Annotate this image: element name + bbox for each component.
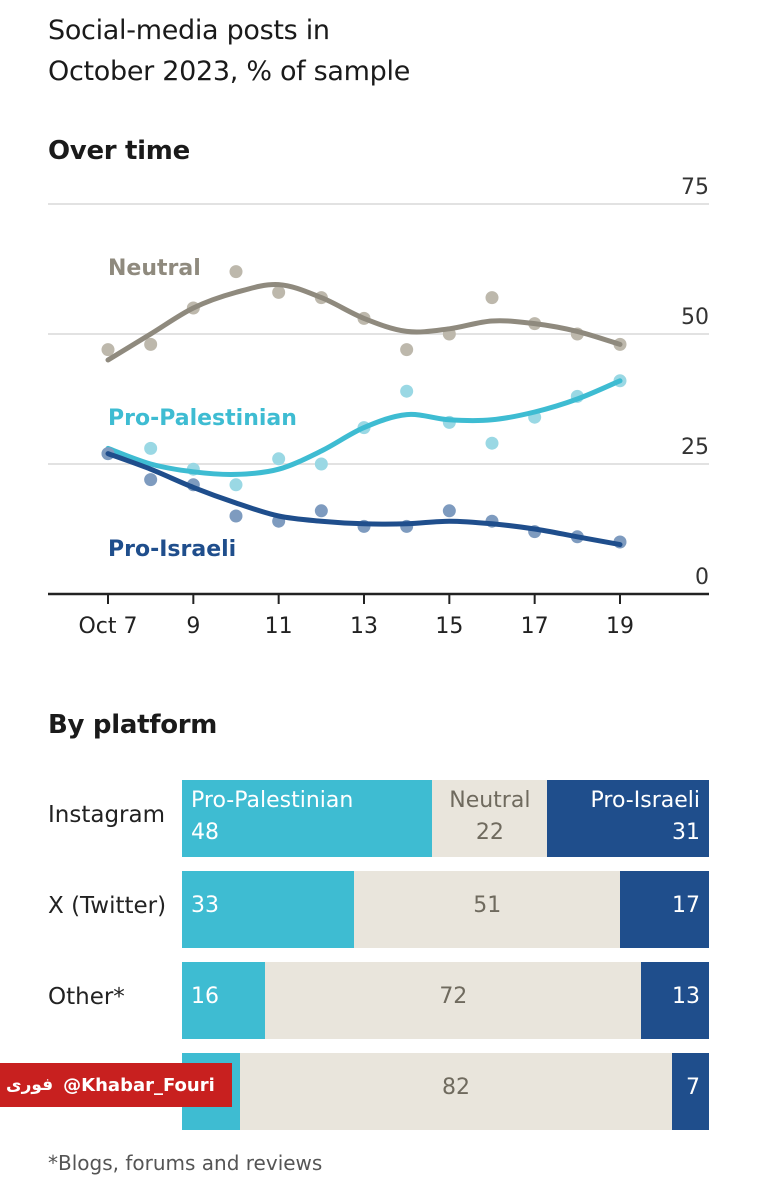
bar-value-label: 33 [191, 893, 219, 918]
y-tick-label-75: 75 [681, 175, 709, 200]
pro-israeli-series-label: Pro-Israeli [108, 537, 236, 562]
platform-bar-row-2: 16 72 13 [182, 962, 709, 1039]
bar-value-label: 82 [442, 1075, 471, 1100]
watermark-handle: @Khabar_Fouri [63, 1074, 215, 1096]
platform-label-2: Other* [48, 984, 125, 1010]
platform-bar-row-1: 33 51 17 [182, 871, 709, 948]
bar-value-label: 7 [685, 1075, 700, 1100]
neutral-point-14 [400, 343, 414, 357]
bar-segment-pro-israeli-2: 13 [641, 962, 709, 1039]
bar-series-value: 22 [475, 820, 504, 845]
pro-palestinian-point-16 [485, 436, 499, 450]
bar-value-label: 13 [671, 984, 700, 1009]
neutral-point-7 [101, 343, 115, 357]
x-tick-label-19: 19 [606, 614, 634, 639]
bar-segment-pro-israeli-0: Pro-Israeli 31 [547, 780, 709, 857]
bar-value-label: 72 [439, 984, 468, 1009]
bar-value-label: 17 [671, 893, 700, 918]
x-tick-label-15: 15 [435, 614, 463, 639]
pro-israeli-point-10 [229, 509, 243, 523]
section-title-over-time: Over time [48, 136, 190, 166]
pro-palestinian-point-12 [314, 457, 328, 471]
bar-series-label: Pro-Palestinian [191, 788, 354, 813]
pro-palestinian-point-14 [400, 384, 414, 398]
bar-segment-pro-palestinian-0: Pro-Palestinian 48 [182, 780, 433, 857]
pro-israeli-point-15 [442, 504, 456, 518]
bar-series-label: Neutral [449, 788, 531, 813]
pro-palestinian-point-11 [272, 452, 286, 466]
platform-label-1: X (Twitter) [48, 893, 167, 919]
watermark-badge: فوری @Khabar_Fouri [0, 1063, 232, 1107]
bar-value-label: Pro-Israeli 31 [591, 785, 700, 849]
line-chart: 0 25 50 75 Oct 7 9 11 13 15 17 19 Neutral Pro-Palest… [48, 175, 709, 639]
platform-bar-row-0: Pro-Palestinian 48 Neutral 22 Pro-Israeli 31 [182, 780, 709, 857]
bar-segment-pro-palestinian-2: 16 [182, 962, 266, 1039]
bar-segment-pro-palestinian-1: 33 [182, 871, 355, 948]
chart-title-line1: Social-media posts in [48, 15, 330, 46]
pro-israeli-point-8 [144, 473, 158, 487]
bar-segment-neutral-2: 72 [265, 962, 642, 1039]
footnote: *Blogs, forums and reviews [48, 1151, 323, 1175]
x-tick-label-11: 11 [265, 614, 293, 639]
pro-palestinian-point-10 [229, 478, 243, 492]
x-tick-label-7: Oct 7 [78, 614, 137, 639]
bar-value-label: 51 [473, 893, 502, 918]
bar-series-label: Pro-Israeli [590, 788, 700, 813]
chart-title-line2: October 2023, % of sample [48, 56, 411, 87]
platform-label-0: Instagram [48, 802, 166, 828]
pro-palestinian-series-label: Pro-Palestinian [108, 406, 297, 431]
bar-value-label: Neutral 22 [432, 785, 547, 849]
neutral-point-16 [485, 291, 499, 305]
pro-palestinian-point-8 [144, 441, 158, 455]
x-tick-label-13: 13 [350, 614, 378, 639]
y-tick-label-0: 0 [695, 565, 709, 590]
x-tick-label-9: 9 [186, 614, 200, 639]
x-tick-label-17: 17 [521, 614, 549, 639]
bar-segment-neutral-0: Neutral 22 [432, 780, 548, 857]
bar-value-label: 16 [191, 984, 219, 1009]
watermark-logo: فوری [6, 1075, 54, 1095]
pro-israeli-trend-line [105, 451, 623, 548]
bar-segment-neutral-1: 51 [354, 871, 621, 948]
bar-value-label: Pro-Palestinian 48 [191, 785, 353, 849]
neutral-point-8 [144, 337, 158, 351]
platform-bar-row-3: 82 7 [182, 1053, 709, 1130]
bar-series-value: 48 [191, 820, 219, 845]
y-tick-label-50: 50 [681, 305, 709, 330]
section-title-by-platform: By platform [48, 710, 218, 740]
neutral-trend-line [105, 282, 623, 363]
neutral-series-label: Neutral [108, 256, 201, 281]
chart-title: Social-media posts in October 2023, % of… [48, 10, 748, 92]
neutral-point-11 [272, 285, 286, 299]
pro-israeli-point-12 [314, 504, 328, 518]
bar-segment-pro-israeli-3: 7 [672, 1053, 709, 1130]
bar-segment-neutral-3: 82 [239, 1053, 673, 1130]
bar-series-value: 31 [671, 820, 700, 845]
bar-segment-pro-israeli-1: 17 [620, 871, 709, 948]
pro-palestinian-trend-line [105, 378, 623, 477]
y-tick-label-25: 25 [681, 435, 709, 460]
neutral-point-10 [229, 265, 243, 279]
